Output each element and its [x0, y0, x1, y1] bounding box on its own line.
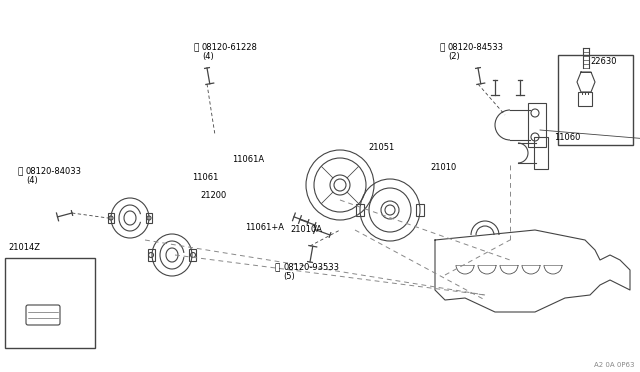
Text: 21200: 21200: [200, 190, 227, 199]
Text: Ⓑ: Ⓑ: [275, 263, 280, 273]
Text: 08120-84033: 08120-84033: [26, 167, 82, 176]
Bar: [108, 213, 114, 223]
Text: 22630: 22630: [590, 58, 616, 67]
Bar: [5, 258, 95, 348]
Text: (4): (4): [202, 52, 214, 61]
Text: 11061A: 11061A: [232, 155, 264, 164]
Text: (2): (2): [448, 52, 460, 61]
Text: Ⓑ: Ⓑ: [439, 44, 445, 52]
Text: 08120-93533: 08120-93533: [283, 263, 339, 273]
Text: 11060: 11060: [554, 134, 580, 142]
Text: 08120-84533: 08120-84533: [448, 44, 504, 52]
Text: 21051: 21051: [368, 144, 394, 153]
Text: 11061: 11061: [192, 173, 218, 183]
Text: Ⓑ: Ⓑ: [193, 44, 198, 52]
Text: 21010: 21010: [430, 164, 456, 173]
Text: (4): (4): [26, 176, 38, 186]
Bar: [416, 204, 424, 216]
Bar: [146, 213, 152, 223]
Text: 11061+A: 11061+A: [245, 224, 284, 232]
Bar: [148, 249, 155, 261]
Text: 08120-61228: 08120-61228: [202, 44, 258, 52]
Bar: [189, 249, 196, 261]
Bar: [558, 55, 633, 145]
Text: (5): (5): [283, 273, 295, 282]
Bar: [534, 137, 548, 169]
Text: Ⓑ: Ⓑ: [17, 167, 22, 176]
Text: 21014Z: 21014Z: [8, 244, 40, 253]
Bar: [578, 92, 592, 106]
Text: A2 0A 0P63: A2 0A 0P63: [595, 362, 635, 368]
Bar: [528, 103, 546, 147]
Bar: [356, 204, 364, 216]
Text: 21010A: 21010A: [290, 225, 322, 234]
